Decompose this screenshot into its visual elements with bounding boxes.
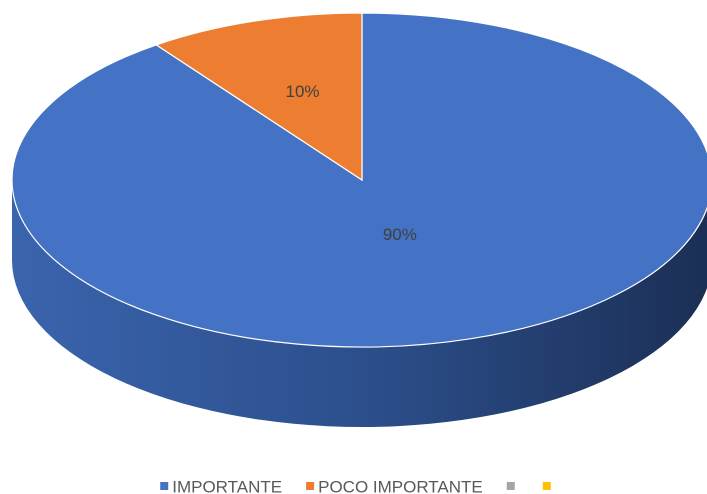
data-label: 90% <box>383 225 417 244</box>
pie: 90% 10% <box>11 12 707 427</box>
data-label: 10% <box>285 82 319 101</box>
pie-slice <box>154 12 363 182</box>
legend-label: POCO IMPORTANTE <box>318 477 483 494</box>
pie-slice <box>11 12 707 348</box>
legend-swatch <box>160 482 169 490</box>
legend-label: IMPORTANTE <box>172 477 282 494</box>
legend-swatch <box>506 482 515 490</box>
legend: IMPORTANTE POCO IMPORTANTE <box>160 477 551 494</box>
pie-side <box>12 180 707 427</box>
legend-swatch <box>542 482 551 490</box>
legend-swatch <box>306 482 315 490</box>
